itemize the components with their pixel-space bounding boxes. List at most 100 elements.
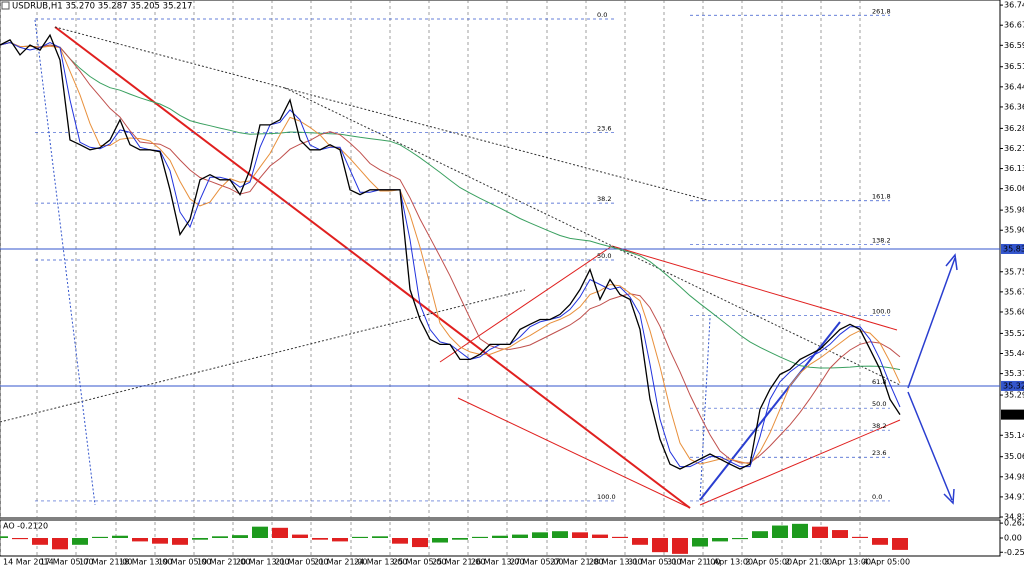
ao-bar	[432, 538, 448, 543]
chart-title: USDRUB,H1 35.270 35.287 35.205 35.217	[12, 2, 192, 12]
y-tick-label: 36.060	[1004, 184, 1024, 193]
ao-bar	[592, 534, 608, 538]
ao-bar	[492, 535, 508, 538]
trend-line	[54, 26, 708, 201]
ao-bar	[52, 538, 68, 550]
trend-line	[699, 419, 901, 506]
fibo-label: 50.0	[872, 400, 886, 408]
y-tick-label: 36.210	[1004, 144, 1024, 153]
arrow	[907, 257, 956, 389]
ao-bar	[352, 536, 368, 538]
fibo-label: 100.0	[597, 493, 616, 501]
ao-bar	[232, 535, 248, 538]
ao-bar	[212, 536, 228, 538]
drawings	[0, 19, 958, 509]
fibo-label: 38.2	[597, 195, 611, 203]
y-tick-label: 36.135	[1004, 164, 1024, 173]
ao-bar	[892, 538, 908, 550]
indicator-title: AO -0.2120	[3, 522, 48, 531]
y-tick-label: 36.285	[1004, 124, 1024, 133]
y-tick-label: 35.445	[1004, 349, 1024, 358]
y-tick-label: 36.515	[1004, 62, 1024, 71]
x-tick-label: 28 Mar 13:00	[589, 558, 642, 567]
x-tick-label: 4 Apr 05:00	[863, 558, 910, 567]
y-tick-label: 35.370	[1004, 369, 1024, 378]
ao-bar	[832, 530, 848, 538]
y-tick-label: 35.750	[1004, 267, 1024, 276]
moving-average	[0, 41, 901, 371]
fibo-label: 23.6	[872, 449, 886, 457]
ao-bar	[192, 538, 208, 540]
x-tick-label: 20 Mar 13:00	[236, 558, 289, 567]
y-tick-label: 35.600	[1004, 307, 1024, 316]
x-tick-label: 25 Mar 05:00	[393, 558, 446, 567]
y-tick-label: 36.670	[1004, 21, 1024, 30]
y-tick-label: 35.980	[1004, 206, 1024, 215]
ao-bar	[132, 538, 148, 542]
x-tick-label: 27 Mar 05:00	[510, 558, 563, 567]
price-tag-label: 35.324	[1003, 381, 1024, 390]
ao-bar	[272, 527, 288, 538]
ao-bar	[92, 536, 108, 538]
fibo-label: 0.0	[597, 11, 607, 19]
trend-line	[457, 397, 691, 509]
ao-bar	[672, 538, 688, 554]
x-tick-label: 2 Apr 21:00	[785, 558, 832, 567]
ao-bar	[0, 536, 8, 538]
x-tick-label: 14 Mar 2014	[3, 558, 54, 567]
ao-bar	[32, 538, 48, 545]
ao-bar	[372, 536, 388, 538]
y-tick-label: 34.910	[1004, 492, 1024, 501]
fibo-label: 138.2	[872, 237, 891, 245]
y-tick-label: 0.00	[1004, 534, 1022, 543]
x-tick-label: 19 Mar 05:00	[158, 558, 211, 567]
last-price-label: 35.217	[1003, 410, 1024, 419]
ao-bar	[532, 532, 548, 538]
x-tick-label: 19 Mar 21:00	[197, 558, 250, 567]
ao-bar	[452, 538, 468, 540]
ao-bar	[172, 538, 188, 545]
x-tick-label: 26 Mar 13:00	[471, 558, 524, 567]
trend-line	[439, 245, 613, 363]
ao-bar	[112, 535, 128, 538]
arrow-head	[945, 253, 958, 271]
x-tick-label: 24 Mar 13:00	[354, 558, 407, 567]
ao-bar	[472, 536, 488, 538]
ao-bar	[512, 534, 528, 538]
ao-bar	[12, 538, 28, 540]
ao-bar	[732, 538, 748, 540]
fibo-label: 38.2	[872, 422, 886, 430]
fibo-label: 261.8	[872, 7, 891, 15]
arrow-head	[943, 488, 955, 505]
fibo-label: 0.0	[872, 493, 882, 501]
ao-bar	[152, 538, 168, 544]
ao-bar	[72, 538, 88, 545]
y-tick-label: 35.140	[1004, 431, 1024, 440]
price-panel	[0, 0, 1001, 519]
ao-bar	[292, 534, 308, 538]
y-tick-label: -0.2516	[1004, 548, 1024, 557]
price-tag-label: 35.835	[1003, 244, 1024, 253]
ao-bar	[872, 538, 888, 545]
y-tick-label: 34.985	[1004, 472, 1024, 481]
ao-bar	[612, 536, 628, 538]
fibo-label: 23.6	[597, 125, 611, 133]
ao-bar	[632, 538, 648, 545]
last-price-tag	[1001, 409, 1024, 420]
ao-bar	[812, 526, 828, 538]
ao-bar	[692, 538, 708, 547]
ao-bar	[572, 532, 588, 538]
trend-line	[699, 321, 841, 501]
x-tick-label: 1 Apr 13:00	[706, 558, 753, 567]
y-tick-label: 36.365	[1004, 102, 1024, 111]
ao-bar	[652, 538, 668, 553]
ao-bar	[332, 538, 348, 542]
x-tick-label: 3 Apr 13:00	[824, 558, 871, 567]
ao-bar	[752, 531, 768, 538]
fibo-axis	[34, 19, 96, 506]
x-tick-label: 27 Mar 21:00	[550, 558, 603, 567]
x-tick-label: 2 Apr 05:00	[745, 558, 792, 567]
y-tick-label: 35.060	[1004, 452, 1024, 461]
fibo-label: 100.0	[872, 307, 891, 315]
